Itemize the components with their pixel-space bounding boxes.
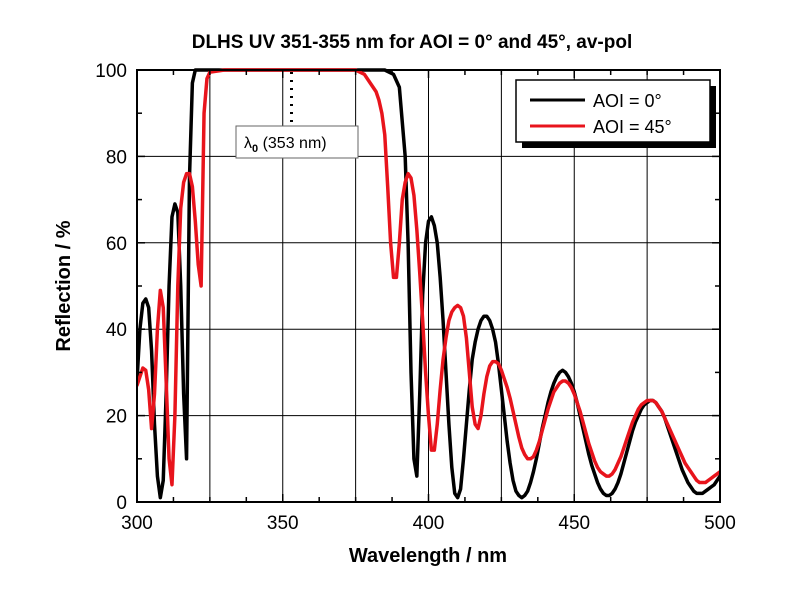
legend: AOI = 0° AOI = 45° [515,79,716,148]
x-axis-label: Wavelength / nm [349,545,507,567]
y-tick-label: 40 [106,320,127,341]
chart-title: DLHS UV 351-355 nm for AOI = 0° and 45°,… [192,32,633,53]
x-tick-label: 350 [267,513,299,534]
x-tick-label: 450 [558,513,590,534]
y-tick-label: 0 [116,493,127,514]
x-axis-ticks: 300 350 400 450 500 [121,70,736,534]
legend-entry-aoi-0: AOI = 0° [593,91,662,111]
y-tick-label: 100 [95,61,127,82]
legend-entry-aoi-45: AOI = 45° [593,117,672,137]
series-line-1 [137,68,720,487]
annotation-symbol: λ [244,135,252,152]
annotation-label: λ0 (353 nm) [244,135,327,155]
legend-box [515,79,711,143]
y-tick-label: 20 [106,407,127,428]
x-tick-label: 500 [704,513,736,534]
y-axis-label: Reflection / % [53,220,75,351]
x-tick-label: 300 [121,513,153,534]
x-tick-label: 400 [413,513,445,534]
annotation-subscript: 0 [252,143,258,155]
y-tick-label: 80 [106,147,127,168]
y-tick-label: 60 [106,234,127,255]
annotation-text: (353 nm) [258,135,326,152]
annotation-box [235,125,359,159]
lambda0-annotation: λ0 (353 nm) [235,125,359,159]
y-axis-ticks: 0 20 40 60 80 100 [95,61,720,514]
